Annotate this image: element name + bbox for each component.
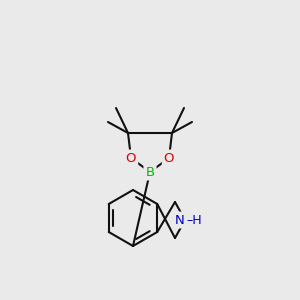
Text: N: N — [175, 214, 185, 226]
Text: –H: –H — [186, 214, 202, 226]
Text: B: B — [146, 166, 154, 178]
Text: O: O — [164, 152, 174, 164]
Text: O: O — [126, 152, 136, 164]
